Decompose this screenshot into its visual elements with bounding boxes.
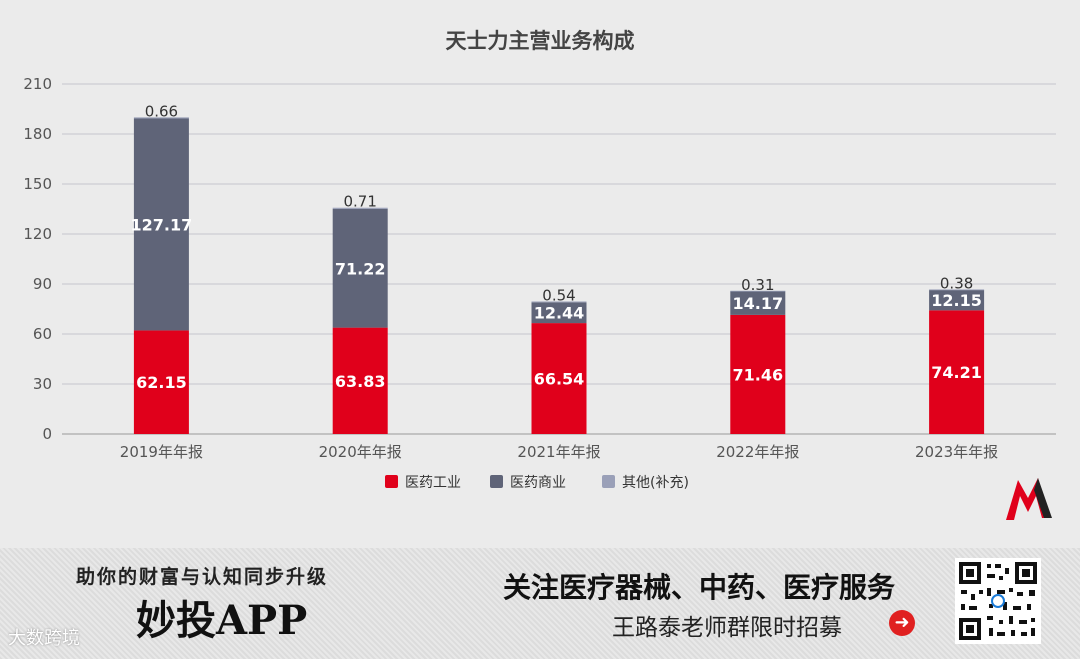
data-label: 12.15 [931,291,982,310]
x-tick-label: 2021年年报 [517,443,600,461]
data-label: 0.66 [145,102,178,120]
data-label: 0.54 [542,286,575,304]
y-tick-label: 150 [23,175,52,193]
m-logo-icon [1004,474,1056,522]
data-label: 66.54 [534,370,585,389]
y-tick-label: 0 [42,425,52,443]
y-tick-label: 180 [23,125,52,143]
chart-svg: 天士力主营业务构成 0 30 60 90 120 150 180 210 62.15 127.17 0… [23,29,1056,491]
x-tick-label: 2020年年报 [319,443,402,461]
y-tick-label: 60 [33,325,52,343]
bar-segment [133,117,189,119]
arrow-right-circle-icon[interactable]: ➜ [889,610,915,636]
y-tick-label: 30 [33,375,52,393]
chart-title: 天士力主营业务构成 [446,29,635,53]
banner-subline: 王路泰老师群限时招募 [612,615,842,641]
data-label: 0.71 [343,193,376,211]
bar-segment [332,207,388,209]
banner-app-name: 妙投APP [136,597,308,644]
legend-swatch [385,475,398,488]
qr-code-icon [955,558,1041,644]
y-tick-label: 120 [23,225,52,243]
bar-segment [730,314,786,434]
data-label: 127.17 [131,215,193,234]
chart-area: 天士力主营业务构成 0 30 60 90 120 150 180 210 62.15 127.17 0… [23,29,1056,522]
bar-segment [531,302,587,324]
bar-segment [133,118,189,331]
data-label: 14.17 [732,294,783,313]
legend-label: 医药商业 [510,475,566,491]
x-tick-label: 2022年年报 [716,443,799,461]
data-label: 62.15 [136,373,187,392]
bar-segment [332,208,388,328]
promo-banner: 助你的财富与认知同步升级 妙投APP 大数跨境 关注医疗器械、中药、医疗服务 王… [0,548,1080,659]
banner-slogan: 助你的财富与认知同步升级 [76,566,329,588]
data-label: 71.22 [335,259,386,278]
bar-segment [730,290,786,292]
legend-swatch [602,475,615,488]
x-tick-label: 2019年年报 [120,443,203,461]
y-tick-label: 90 [33,275,52,293]
banner-headline: 关注医疗器械、中药、医疗服务 [503,571,896,604]
legend-label: 医药工业 [405,475,461,491]
data-label: 63.83 [335,372,386,391]
bar-segment [929,310,985,434]
bar-segment [929,290,985,311]
bar-segment [531,301,587,303]
legend-label: 其他(补充) [622,475,689,491]
data-label: 74.21 [931,363,982,382]
data-label: 0.38 [940,274,973,292]
bar-segment [730,291,786,315]
data-label: 71.46 [732,365,783,384]
y-tick-label: 210 [23,75,52,93]
bar-segment [531,323,587,434]
watermark-text: 大数跨境 [8,628,80,649]
data-label: 0.31 [741,276,774,294]
bar-segment [332,327,388,434]
bar-segment [133,330,189,434]
bar-segment [929,289,985,291]
data-label: 12.44 [534,304,585,323]
legend-swatch [490,475,503,488]
x-tick-label: 2023年年报 [915,443,998,461]
